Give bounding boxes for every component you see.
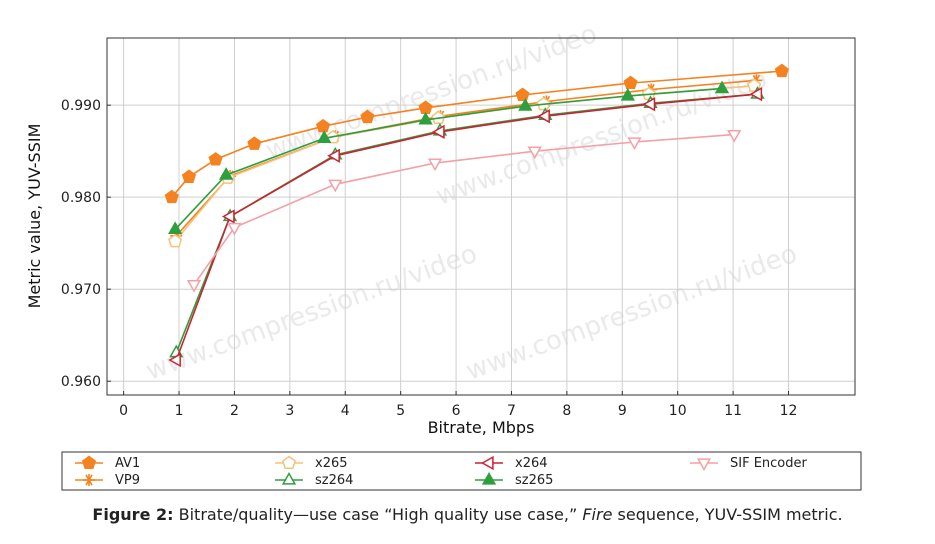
x-tick-label: 7 bbox=[507, 403, 516, 419]
x-tick-label: 8 bbox=[562, 403, 571, 419]
point-marker bbox=[714, 80, 730, 94]
point-marker bbox=[281, 455, 297, 470]
x-tick-label: 9 bbox=[618, 403, 627, 419]
x-tick-label: 12 bbox=[780, 403, 798, 419]
point-marker bbox=[427, 158, 443, 172]
y-axis-title: Metric value, YUV-SSIM bbox=[25, 124, 44, 309]
legend-entry: SIF Encoder bbox=[690, 456, 808, 472]
point-marker bbox=[328, 179, 343, 193]
point-marker bbox=[418, 111, 433, 125]
point-marker bbox=[518, 98, 533, 111]
y-tick-label: 0.980 bbox=[61, 190, 101, 206]
point-marker bbox=[317, 130, 332, 143]
legend-label: x264 bbox=[515, 456, 548, 471]
legend-label: sz264 bbox=[315, 473, 353, 488]
x-tick-label: 2 bbox=[230, 403, 239, 419]
caption-label: Figure 2: bbox=[92, 505, 174, 524]
legend-label: SIF Encoder bbox=[730, 456, 808, 471]
legend-entry: x264 bbox=[475, 455, 548, 471]
legend-entry: AV1 bbox=[75, 455, 140, 471]
x-tick-label: 6 bbox=[452, 403, 461, 419]
point-marker bbox=[431, 124, 445, 139]
x-tick-label: 0 bbox=[119, 403, 128, 419]
y-tick-label: 0.990 bbox=[61, 98, 101, 114]
figure-caption: Figure 2: Bitrate/quality—use case “High… bbox=[0, 505, 935, 524]
point-marker bbox=[281, 471, 297, 485]
point-marker bbox=[227, 222, 242, 236]
legend: AV1 x265 x264 SIF Encoder VP9 sz264 sz265 bbox=[61, 451, 862, 491]
point-marker bbox=[316, 118, 331, 133]
point-marker bbox=[620, 87, 635, 101]
legend-label: x265 bbox=[315, 456, 348, 471]
caption-text: Bitrate/quality—use case “High quality u… bbox=[178, 505, 583, 524]
point-marker bbox=[623, 75, 638, 90]
point-marker bbox=[221, 209, 235, 224]
x-tick-label: 5 bbox=[396, 403, 405, 419]
y-tick-label: 0.960 bbox=[61, 374, 101, 390]
point-marker bbox=[327, 148, 340, 163]
legend-box bbox=[61, 451, 862, 491]
legend-entry: x265 bbox=[275, 455, 348, 471]
legend-entry: VP9 bbox=[75, 473, 140, 488]
watermark-text: www.compression.ru/video bbox=[462, 239, 801, 387]
point-marker bbox=[360, 109, 375, 124]
point-marker bbox=[480, 455, 494, 471]
series-layer bbox=[164, 63, 789, 368]
legend-label: sz265 bbox=[515, 473, 553, 488]
point-marker bbox=[208, 152, 223, 166]
x-tick-label: 11 bbox=[724, 403, 742, 419]
point-marker bbox=[481, 471, 497, 485]
caption-text-end: sequence, YUV-SSIM metric. bbox=[612, 505, 843, 524]
point-marker bbox=[181, 169, 197, 183]
point-marker bbox=[515, 87, 530, 102]
watermark-layer: www.compression.ru/video www.compression… bbox=[142, 19, 801, 387]
legend-entry: sz265 bbox=[475, 471, 553, 488]
point-marker bbox=[81, 455, 97, 470]
legend-label: VP9 bbox=[115, 473, 140, 488]
watermark-text: www.compression.ru/video bbox=[142, 239, 481, 387]
point-marker bbox=[749, 86, 763, 102]
chart-plot: www.compression.ru/video www.compression… bbox=[25, 19, 862, 491]
y-tick-label: 0.970 bbox=[61, 282, 101, 298]
x-tick-label: 3 bbox=[285, 403, 294, 419]
x-tick-label: 4 bbox=[341, 403, 350, 419]
series-x264 bbox=[168, 86, 763, 368]
series-sz265 bbox=[168, 80, 730, 235]
legend-entry: sz264 bbox=[275, 471, 353, 488]
x-axis-title: Bitrate, Mbps bbox=[428, 418, 535, 437]
point-marker bbox=[168, 221, 183, 235]
point-marker bbox=[627, 137, 642, 151]
point-marker bbox=[774, 63, 789, 78]
series-line bbox=[171, 70, 782, 198]
caption-italic: Fire bbox=[582, 505, 613, 524]
plot-frame bbox=[106, 37, 856, 396]
point-marker bbox=[247, 136, 262, 150]
series-av1 bbox=[164, 63, 789, 204]
x-tick-label: 10 bbox=[669, 403, 687, 419]
point-marker bbox=[527, 146, 542, 160]
legend-label: AV1 bbox=[115, 456, 140, 471]
point-marker bbox=[696, 458, 712, 472]
point-marker bbox=[168, 352, 181, 368]
x-tick-label: 1 bbox=[175, 403, 184, 419]
point-marker bbox=[727, 129, 742, 143]
series-sif-encoder bbox=[186, 129, 742, 293]
point-marker bbox=[642, 97, 656, 112]
point-marker bbox=[218, 167, 234, 180]
grid-layer bbox=[107, 38, 855, 395]
point-marker bbox=[186, 279, 202, 293]
point-marker bbox=[537, 109, 550, 124]
point-marker bbox=[168, 233, 183, 248]
point-marker bbox=[164, 189, 179, 204]
